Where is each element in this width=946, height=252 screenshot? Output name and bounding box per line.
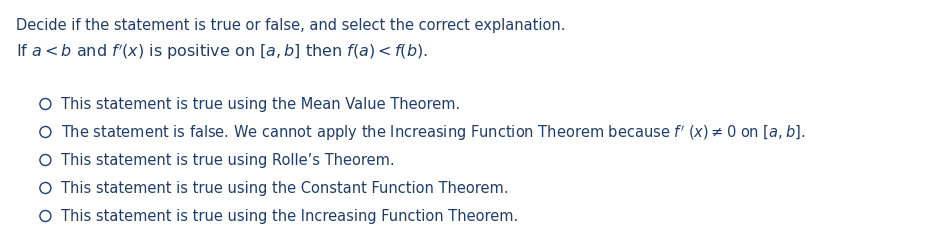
Text: Decide if the statement is true or false, and select the correct explanation.: Decide if the statement is true or false…: [16, 18, 566, 33]
Text: The statement is false. We cannot apply the Increasing Function Theorem because : The statement is false. We cannot apply …: [61, 123, 806, 142]
Text: If $a < b$ and $f'(x)$ is positive on $[a, b]$ then $f(a) < f(b)$.: If $a < b$ and $f'(x)$ is positive on $[…: [16, 42, 428, 62]
Text: This statement is true using the Constant Function Theorem.: This statement is true using the Constan…: [61, 181, 509, 196]
Text: This statement is true using the Mean Value Theorem.: This statement is true using the Mean Va…: [61, 97, 461, 112]
Text: This statement is true using Rolle’s Theorem.: This statement is true using Rolle’s The…: [61, 153, 395, 168]
Text: This statement is true using the Increasing Function Theorem.: This statement is true using the Increas…: [61, 209, 518, 224]
